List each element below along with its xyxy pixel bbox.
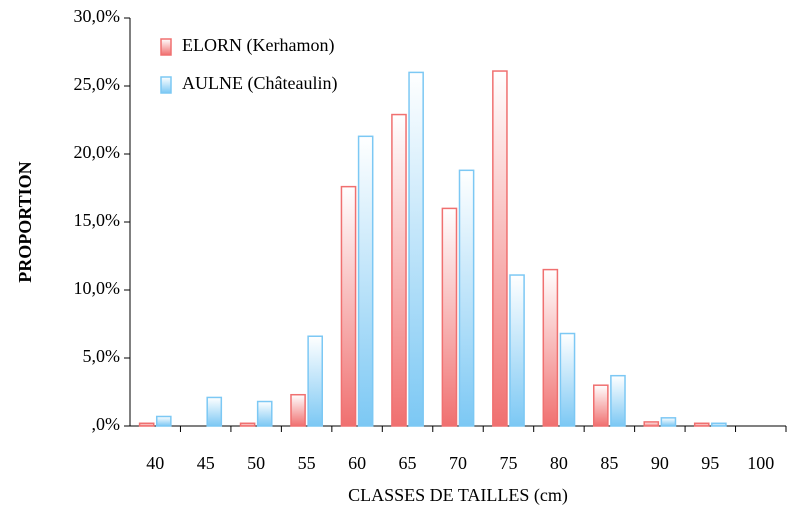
x-tick-label: 65 [399, 453, 417, 473]
bar [206, 396, 223, 427]
x-tick-label: 80 [550, 453, 568, 473]
x-tick-label: 100 [747, 453, 774, 473]
y-tick-label: 20,0% [74, 142, 121, 162]
bar [660, 417, 677, 427]
bar [542, 268, 559, 427]
bar [509, 274, 525, 427]
x-tick-label: 95 [701, 453, 719, 473]
legend-swatch [160, 38, 172, 56]
bar [256, 400, 273, 427]
bar [593, 384, 609, 427]
bar [340, 185, 357, 427]
bar [307, 335, 323, 427]
x-tick-label: 45 [197, 453, 215, 473]
bar [693, 422, 710, 427]
x-tick-label: 50 [247, 453, 265, 473]
x-tick-label: 40 [146, 453, 164, 473]
bar [155, 415, 172, 427]
bar [391, 113, 407, 427]
bar [559, 332, 576, 427]
bar [408, 71, 424, 427]
bar [138, 422, 155, 427]
x-tick-label: 90 [651, 453, 669, 473]
x-axis-title: CLASSES DE TAILLES (cm) [348, 485, 568, 506]
y-tick-label: ,0% [92, 414, 121, 434]
x-tick-label: 60 [348, 453, 366, 473]
bar [357, 135, 374, 427]
y-tick-label: 30,0% [74, 6, 121, 26]
x-tick-label: 85 [600, 453, 618, 473]
y-axis-title: PROPORTION [15, 161, 35, 282]
bar [441, 207, 458, 427]
bar [610, 374, 626, 427]
bar [711, 422, 727, 427]
bar [643, 421, 660, 427]
y-tick-label: 10,0% [74, 278, 121, 298]
x-tick-label: 75 [499, 453, 517, 473]
bar [492, 70, 508, 427]
bar [290, 393, 306, 427]
x-tick-label: 55 [298, 453, 316, 473]
y-tick-label: 25,0% [74, 74, 121, 94]
x-tick-label: 70 [449, 453, 467, 473]
legend-label: AULNE (Châteaulin) [182, 73, 337, 94]
y-tick-label: 15,0% [74, 210, 121, 230]
bar [458, 169, 475, 427]
legend-label: ELORN (Kerhamon) [182, 35, 334, 56]
legend-swatch [160, 76, 172, 94]
y-tick-label: 5,0% [83, 346, 121, 366]
bar [239, 422, 256, 427]
